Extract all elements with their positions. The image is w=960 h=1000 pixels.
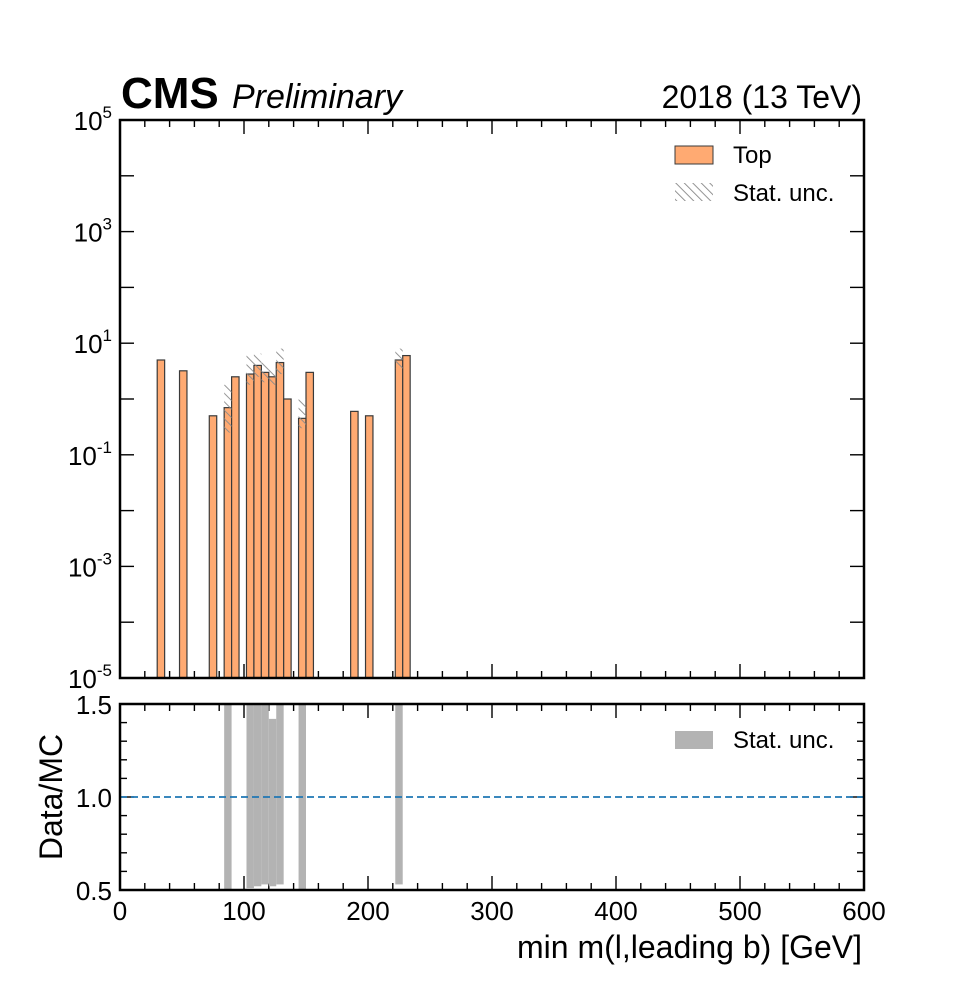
stat-unc-hatch-6 (253, 353, 262, 377)
ratio-unc-band-7 (395, 704, 403, 885)
x-tick-label-400: 400 (594, 896, 637, 926)
ratio-y-tick-label-1: 1.0 (76, 783, 112, 813)
main-y-tick-labels: 10-5 10-3 10-1 101 103 105 (68, 103, 112, 694)
x-tick-label-200: 200 (346, 896, 389, 926)
ratio-unc-band-5 (276, 704, 284, 885)
histogram-bar-8 (268, 376, 277, 678)
main-legend: Top Stat. unc. (674, 142, 834, 207)
x-tick-label-300: 300 (470, 896, 513, 926)
ratio-unc-band-4 (268, 718, 277, 887)
histogram-bar-14 (364, 415, 374, 678)
ratio-plot-frame (118, 702, 866, 892)
experiment-label: CMS (121, 69, 219, 118)
legend-label-stat-unc: Stat. unc. (733, 180, 834, 207)
main-panel: 10-5 10-3 10-1 101 103 105 Top Stat. unc. (68, 103, 866, 694)
histogram-bar-1 (178, 370, 188, 678)
main-stat-uncertainty (224, 348, 403, 433)
histogram-bar-6 (253, 364, 262, 678)
legend-swatch-ratio-stat-unc (675, 731, 713, 749)
ratio-y-tick-label-0: 0.5 (76, 876, 112, 906)
ratio-unc-band-1 (246, 704, 254, 889)
x-tick-labels: 0 100 200 300 400 500 600 (113, 896, 886, 926)
histogram-bar-11 (297, 417, 307, 678)
ratio-panel: 0.5 1.0 1.5 0 100 200 300 400 500 600 Stat. unc.… (33, 690, 886, 965)
legend-swatch-top (674, 145, 714, 165)
stat-unc-hatch-8 (268, 368, 277, 385)
histogram-bar-3 (223, 407, 233, 678)
main-y-tick-label-0: 10-5 (68, 661, 112, 694)
x-axis-label: min m(l,leading b) [GeV] (517, 929, 862, 965)
stat-unc-hatch-15 (395, 348, 403, 369)
histogram-bar-10 (283, 398, 292, 678)
status-label: Preliminary (232, 78, 404, 116)
main-plot-frame (118, 118, 866, 680)
legend-swatch-stat-unc-hatch (675, 183, 713, 201)
ratio-y-tick-labels: 0.5 1.0 1.5 (76, 690, 112, 906)
stat-unc-hatch-3 (224, 384, 232, 433)
main-histogram (156, 354, 411, 678)
stat-unc-hatch-9 (276, 348, 284, 375)
x-tick-label-600: 600 (842, 896, 885, 926)
ratio-y-tick-label-2: 1.5 (76, 690, 112, 720)
main-y-tick-label-3: 101 (74, 326, 112, 359)
histogram-bar-9 (275, 361, 285, 678)
ratio-unc-band-2 (253, 704, 262, 887)
histogram-bar-7 (260, 371, 270, 678)
histogram-bar-5 (245, 373, 255, 678)
x-tick-label-500: 500 (718, 896, 761, 926)
main-y-tick-label-5: 105 (74, 103, 112, 136)
main-y-tick-label-2: 10-1 (68, 438, 112, 471)
histogram-bar-0 (156, 359, 166, 678)
main-y-tick-label-4: 103 (74, 215, 112, 248)
histogram-bar-16 (402, 354, 411, 678)
histogram-bar-15 (394, 359, 404, 678)
histogram-bar-13 (350, 410, 359, 678)
x-tick-label-100: 100 (222, 896, 265, 926)
main-y-tick-label-1: 10-3 (68, 549, 112, 582)
legend-label-ratio-stat-unc: Stat. unc. (733, 727, 834, 754)
legend-label-top: Top (733, 142, 772, 169)
stat-unc-hatch-11 (298, 399, 306, 429)
histogram-bar-4 (231, 376, 240, 678)
ratio-unc-band-3 (261, 704, 269, 885)
histogram-bar-12 (305, 371, 315, 678)
stat-unc-hatch-5 (246, 355, 254, 385)
ratio-y-axis-label: Data/MC (33, 734, 69, 860)
histogram-bar-2 (208, 415, 218, 678)
ratio-unc-band-0 (224, 704, 232, 890)
ratio-legend: Stat. unc. (675, 727, 834, 754)
stat-unc-hatch-7 (261, 362, 269, 383)
lumi-label: 2018 (13 TeV) (662, 79, 862, 115)
x-tick-label-0: 0 (113, 896, 127, 926)
